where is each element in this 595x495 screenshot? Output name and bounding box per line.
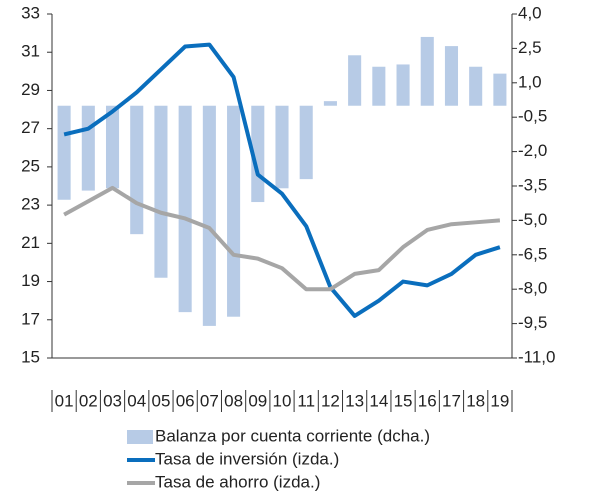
- bar: [81, 105, 95, 191]
- y-tick-label: 23: [21, 195, 40, 214]
- x-tick-label: 14: [369, 391, 388, 410]
- y2-tick-label: 4,0: [518, 3, 542, 22]
- x-tick-label: 09: [248, 391, 267, 410]
- bar: [178, 105, 192, 313]
- bar: [323, 101, 337, 106]
- legend-label: Tasa de ahorro (izda.): [155, 472, 320, 491]
- x-tick-label: 19: [490, 391, 509, 410]
- x-tick-label: 16: [418, 391, 437, 410]
- x-tick-label: 03: [103, 391, 122, 410]
- line: [63, 185, 501, 292]
- x-tick-label: 07: [200, 391, 219, 410]
- y2-tick-label: -6,5: [518, 244, 547, 263]
- bar: [57, 105, 71, 200]
- x-tick-label: 18: [466, 391, 485, 410]
- x-tick-label: 05: [151, 391, 170, 410]
- y-tick-label: 29: [21, 80, 40, 99]
- bar: [299, 105, 313, 180]
- y2-tick-label: -8,0: [518, 279, 547, 298]
- x-tick-label: 12: [321, 391, 340, 410]
- y2-tick-label: -9,5: [518, 313, 547, 332]
- y2-tick-label: -3,5: [518, 175, 547, 194]
- legend-label: Tasa de inversión (izda.): [155, 449, 339, 468]
- bar: [154, 105, 168, 278]
- x-tick-label: 06: [176, 391, 195, 410]
- bar: [227, 105, 241, 317]
- y2-tick-label: -11,0: [518, 347, 556, 366]
- legend-label: Balanza por cuenta corriente (dcha.): [155, 426, 430, 445]
- y-tick-label: 17: [21, 309, 40, 328]
- y-tick-label: 27: [21, 118, 40, 137]
- bar: [130, 105, 144, 235]
- x-tick-label: 17: [442, 391, 461, 410]
- y-tick-label: 33: [21, 3, 40, 22]
- x-tick-label: 08: [224, 391, 243, 410]
- bar: [275, 105, 289, 189]
- x-tick-label: 15: [394, 391, 413, 410]
- y-tick-label: 25: [21, 156, 40, 175]
- y2-tick-label: 1,0: [518, 72, 542, 91]
- line: [63, 42, 501, 318]
- y2-tick-label: -5,0: [518, 210, 547, 229]
- y-tick-label: 15: [21, 347, 40, 366]
- bar: [493, 73, 507, 106]
- x-tick-label: 02: [79, 391, 98, 410]
- bar: [348, 55, 362, 106]
- bar: [396, 64, 410, 106]
- y2-tick-label: -0,5: [518, 107, 547, 126]
- y-tick-label: 31: [21, 42, 40, 61]
- x-tick-label: 13: [345, 391, 364, 410]
- x-tick-label: 01: [55, 391, 74, 410]
- y2-tick-label: -2,0: [518, 141, 547, 160]
- x-tick-label: 11: [297, 391, 315, 410]
- x-tick-label: 10: [273, 391, 292, 410]
- bar: [105, 105, 120, 189]
- bar: [469, 66, 483, 106]
- bar: [372, 66, 386, 106]
- y-tick-label: 19: [21, 271, 40, 290]
- bar: [444, 46, 459, 106]
- bar: [420, 36, 434, 106]
- x-tick-label: 04: [127, 391, 146, 410]
- legend-swatch: [127, 430, 153, 444]
- y2-tick-label: 2,5: [518, 38, 542, 57]
- y-tick-label: 21: [21, 233, 40, 252]
- bar: [202, 105, 216, 326]
